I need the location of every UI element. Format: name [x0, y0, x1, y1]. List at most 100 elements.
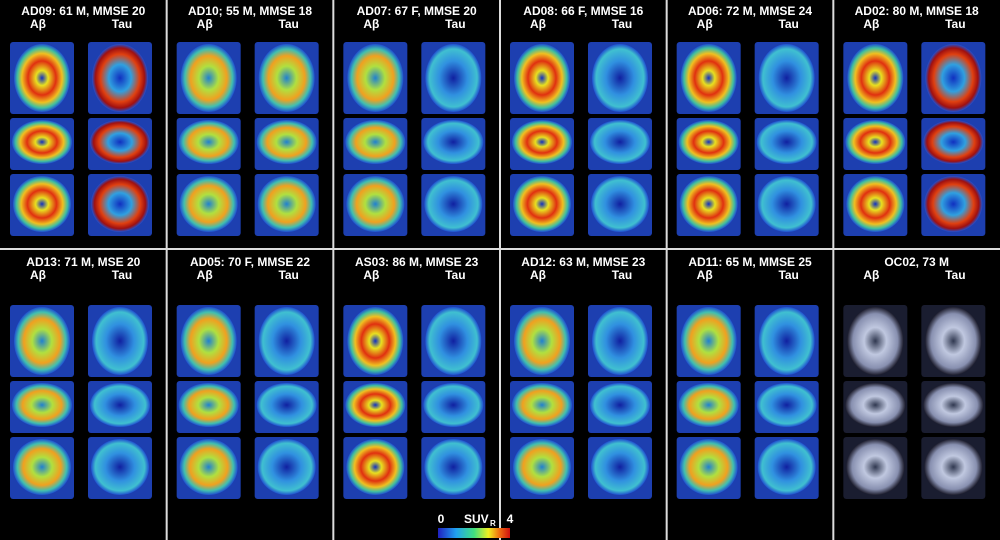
- sagittal-scan: [590, 120, 650, 164]
- coronal-scan: [679, 439, 738, 495]
- coronal-scan: [179, 176, 238, 232]
- axial-scan: [758, 44, 815, 112]
- sagittal-scan: [90, 120, 150, 164]
- tracer-label: Aβ: [197, 268, 213, 282]
- tracer-label: Tau: [278, 17, 298, 31]
- coronal-scan: [424, 176, 483, 232]
- coronal-scan: [846, 176, 905, 232]
- tracer-label: Tau: [445, 17, 465, 31]
- coronal-scan: [424, 439, 483, 495]
- panel-title: AD06: 72 M, MMSE 24: [688, 4, 812, 18]
- panel-title: AD09: 61 M, MMSE 20: [21, 4, 145, 18]
- axial-scan: [847, 307, 904, 375]
- colorbar-min: 0: [438, 512, 445, 526]
- sagittal-scan: [756, 383, 817, 427]
- tracer-label: Aβ: [197, 17, 213, 31]
- axial-scan: [180, 307, 237, 375]
- panel-title: OC02, 73 M: [884, 255, 949, 269]
- axial-scan: [92, 307, 148, 375]
- panel-title: AD05: 70 F, MMSE 22: [190, 255, 310, 269]
- tracer-label: Tau: [778, 268, 798, 282]
- coronal-scan: [513, 176, 571, 232]
- sagittal-scan: [756, 120, 817, 164]
- panel-title: AD10; 55 M, MMSE 18: [188, 4, 312, 18]
- panel-title: AD08: 66 F, MMSE 16: [523, 4, 643, 18]
- tracer-label: Tau: [112, 268, 132, 282]
- axial-scan: [925, 307, 982, 375]
- axial-scan: [258, 44, 315, 112]
- coronal-scan: [924, 439, 983, 495]
- tracer-label: Tau: [445, 268, 465, 282]
- sagittal-scan: [590, 383, 650, 427]
- sagittal-scan: [12, 120, 72, 164]
- axial-scan: [514, 44, 570, 112]
- sagittal-scan: [256, 383, 317, 427]
- tracer-label: Aβ: [697, 17, 713, 31]
- sagittal-scan: [423, 383, 484, 427]
- axial-scan: [347, 44, 404, 112]
- colorbar-max: 4: [507, 512, 514, 526]
- axial-scan: [347, 307, 404, 375]
- panel-title: AD07: 67 F, MMSE 20: [357, 4, 477, 18]
- coronal-scan: [591, 439, 649, 495]
- panel-title: AD11: 65 M, MMSE 25: [688, 255, 812, 269]
- colorbar-label: SUV: [464, 512, 489, 526]
- axial-scan: [425, 307, 482, 375]
- axial-scan: [92, 44, 148, 112]
- sagittal-scan: [512, 383, 572, 427]
- coronal-scan: [591, 176, 649, 232]
- tracer-label: Aβ: [363, 17, 379, 31]
- sagittal-scan: [178, 383, 239, 427]
- coronal-scan: [757, 176, 816, 232]
- sagittal-scan: [923, 120, 984, 164]
- axial-scan: [514, 307, 570, 375]
- sagittal-scan: [512, 120, 572, 164]
- coronal-scan: [679, 176, 738, 232]
- tracer-label: Tau: [945, 17, 965, 31]
- axial-scan: [14, 307, 70, 375]
- sagittal-scan: [12, 383, 72, 427]
- tracer-label: Aβ: [30, 268, 46, 282]
- tracer-label: Aβ: [530, 268, 546, 282]
- coronal-scan: [257, 439, 316, 495]
- axial-scan: [592, 307, 648, 375]
- sagittal-scan: [845, 383, 906, 427]
- axial-scan: [592, 44, 648, 112]
- axial-scan: [925, 44, 982, 112]
- sagittal-scan: [923, 383, 984, 427]
- panel-title: AD12: 63 M, MMSE 23: [521, 255, 645, 269]
- axial-scan: [758, 307, 815, 375]
- sagittal-scan: [845, 120, 906, 164]
- coronal-scan: [924, 176, 983, 232]
- tracer-label: Tau: [112, 17, 132, 31]
- axial-scan: [680, 44, 737, 112]
- sagittal-scan: [423, 120, 484, 164]
- tracer-label: Aβ: [863, 17, 879, 31]
- panel-title: AD13: 71 M, MSE 20: [26, 255, 140, 269]
- tracer-label: Aβ: [530, 17, 546, 31]
- coronal-scan: [346, 176, 405, 232]
- coronal-scan: [13, 176, 71, 232]
- coronal-scan: [757, 439, 816, 495]
- tracer-label: Tau: [612, 268, 632, 282]
- coronal-scan: [91, 176, 149, 232]
- tracer-label: Aβ: [863, 268, 879, 282]
- coronal-scan: [257, 176, 316, 232]
- tracer-label: Aβ: [697, 268, 713, 282]
- tracer-label: Aβ: [30, 17, 46, 31]
- sagittal-scan: [90, 383, 150, 427]
- tracer-label: Tau: [612, 17, 632, 31]
- panel-title: AD02: 80 M, MMSE 18: [855, 4, 979, 18]
- coronal-scan: [346, 439, 405, 495]
- coronal-scan: [91, 439, 149, 495]
- tracer-label: Aβ: [363, 268, 379, 282]
- sagittal-scan: [256, 120, 317, 164]
- panel-title: AS03: 86 M, MMSE 23: [355, 255, 479, 269]
- sagittal-scan: [678, 120, 739, 164]
- coronal-scan: [846, 439, 905, 495]
- axial-scan: [680, 307, 737, 375]
- sagittal-scan: [345, 120, 406, 164]
- coronal-scan: [179, 439, 238, 495]
- axial-scan: [847, 44, 904, 112]
